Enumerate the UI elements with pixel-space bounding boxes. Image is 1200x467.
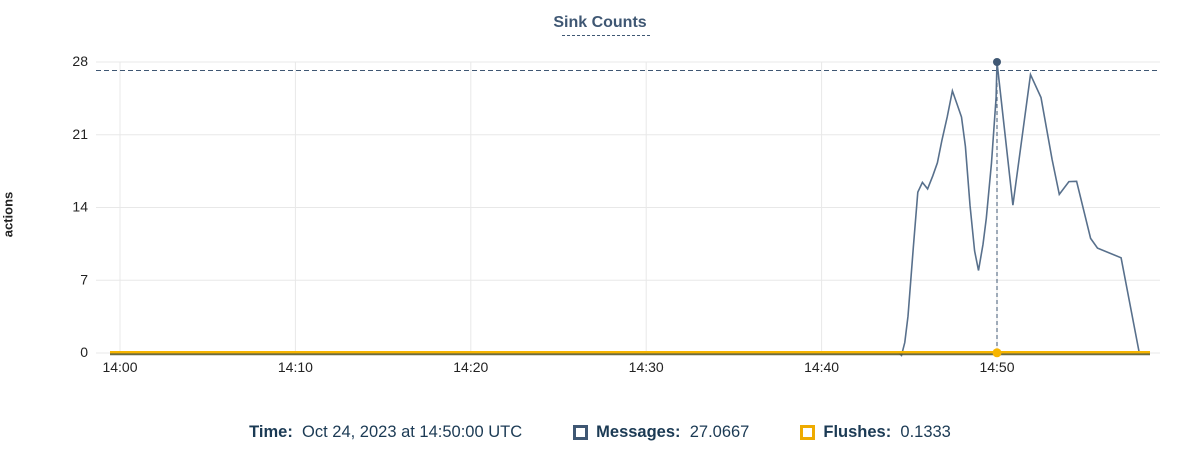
svg-text:14:40: 14:40 [804, 359, 839, 375]
svg-text:14:00: 14:00 [102, 359, 137, 375]
svg-text:14:20: 14:20 [453, 359, 488, 375]
svg-text:28: 28 [72, 53, 88, 69]
svg-text:0: 0 [80, 344, 88, 360]
svg-text:14:30: 14:30 [629, 359, 664, 375]
svg-text:14: 14 [72, 199, 88, 215]
svg-text:7: 7 [80, 271, 88, 287]
svg-text:14:50: 14:50 [979, 359, 1014, 375]
svg-text:14:10: 14:10 [278, 359, 313, 375]
svg-text:21: 21 [72, 126, 88, 142]
